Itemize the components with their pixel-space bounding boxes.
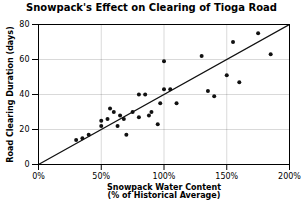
svg-text:Road Clearing Duration (days): Road Clearing Duration (days)	[6, 26, 15, 162]
svg-text:80: 80	[19, 20, 29, 29]
svg-text:40: 40	[19, 90, 29, 99]
svg-text:200%: 200%	[278, 172, 301, 181]
svg-text:0%: 0%	[32, 172, 45, 181]
svg-text:Snowpack Water Content(% of Hi: Snowpack Water Content(% of Historical A…	[107, 183, 221, 200]
svg-text:60: 60	[19, 55, 29, 64]
svg-text:50%: 50%	[92, 172, 110, 181]
svg-text:100%: 100%	[153, 172, 176, 181]
svg-text:150%: 150%	[215, 172, 238, 181]
svg-text:0: 0	[24, 160, 29, 169]
html-text:Snowpack's Effect on Clearing: Snowpack's Effect on Clearing of Tioga R…	[26, 2, 277, 13]
svg-text:20: 20	[19, 125, 29, 134]
